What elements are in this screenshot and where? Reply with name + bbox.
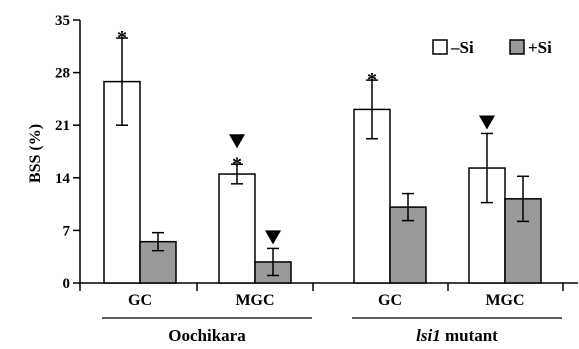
significance-asterisk: * (232, 153, 242, 175)
y-tick-label: 35 (55, 13, 70, 29)
bar-minus-si (218, 173, 256, 284)
legend-swatch-minus-si (432, 39, 448, 55)
significance-triangle (265, 230, 281, 245)
labels: * * * GC MGC GC MGC Oochikara lsi1 mutant (102, 27, 562, 345)
y-tick-label: 21 (55, 118, 70, 134)
legend: –Si +Si (432, 38, 552, 57)
legend-label-plus-si: +Si (528, 38, 552, 57)
y-axis-title: BSS (%) (27, 124, 44, 183)
category-label: GC (128, 292, 152, 309)
category-label: MGC (235, 292, 274, 309)
category-label: GC (378, 292, 402, 309)
y-tick-label: 28 (55, 66, 70, 82)
y-tick-label: 7 (63, 223, 71, 239)
significance-asterisk: * (367, 69, 377, 91)
group-label-suffix: mutant (441, 326, 498, 345)
group-label-name: Oochikara (168, 326, 246, 345)
legend-swatch-plus-si (509, 39, 525, 55)
group-label: Oochikara (168, 326, 246, 345)
y-tick-label: 14 (55, 171, 71, 187)
group-label-name: lsi1 (416, 326, 441, 345)
legend-label-minus-si: –Si (450, 38, 474, 57)
category-label: MGC (485, 292, 524, 309)
bars (103, 37, 542, 284)
significance-triangle (229, 134, 245, 149)
y-tick-label: 0 (63, 276, 71, 292)
significance-triangle (479, 115, 495, 130)
significance-asterisk: * (117, 27, 127, 49)
group-label: lsi1 mutant (416, 326, 498, 345)
